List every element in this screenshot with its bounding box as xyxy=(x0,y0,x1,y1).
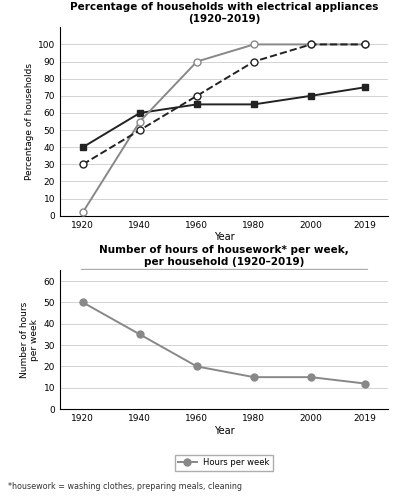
Legend: Hours per week: Hours per week xyxy=(175,455,273,471)
Title: Percentage of households with electrical appliances
(1920–2019): Percentage of households with electrical… xyxy=(70,2,378,24)
Y-axis label: Number of hours
per week: Number of hours per week xyxy=(20,302,40,378)
Legend: Washing machine, Refrigerator, Vacuum cleaner: Washing machine, Refrigerator, Vacuum cl… xyxy=(81,269,367,285)
X-axis label: Year: Year xyxy=(214,426,234,436)
X-axis label: Year: Year xyxy=(214,233,234,243)
Y-axis label: Percentage of households: Percentage of households xyxy=(25,63,34,180)
Text: *housework = washing clothes, preparing meals, cleaning: *housework = washing clothes, preparing … xyxy=(8,482,242,491)
Title: Number of hours of housework* per week,
per household (1920–2019): Number of hours of housework* per week, … xyxy=(99,245,349,267)
